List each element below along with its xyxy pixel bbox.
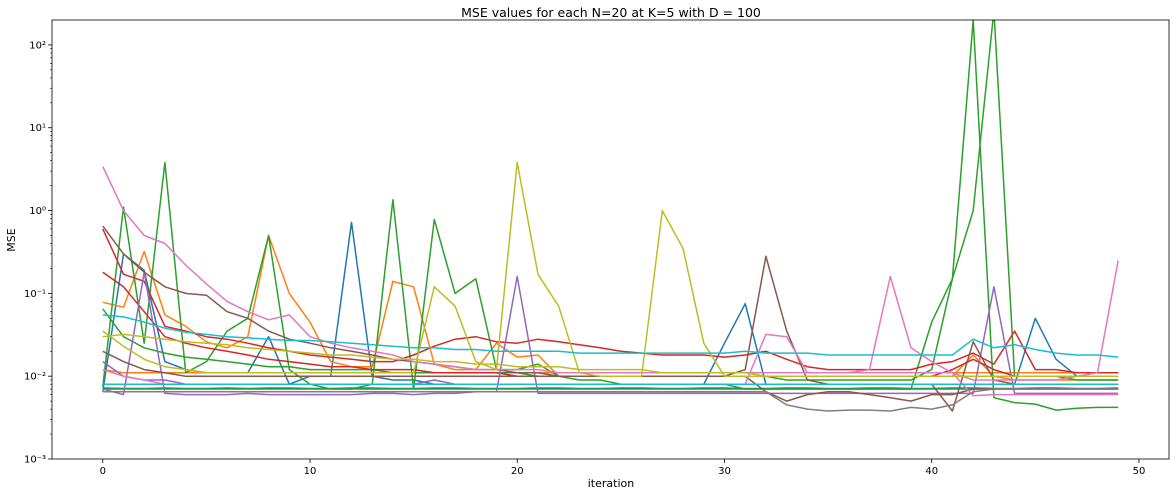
x-tick-label: 20	[511, 466, 524, 477]
plot-frame	[51, 19, 1170, 460]
x-axis: 0 10 20 30 40 50	[100, 459, 1146, 477]
x-tick-label: 50	[1133, 466, 1146, 477]
series-line-5	[102, 161, 1119, 390]
series-line-7	[102, 20, 1119, 390]
series-line-6	[102, 20, 1119, 411]
series-group	[102, 20, 1119, 412]
x-tick-label: 0	[100, 466, 106, 477]
y-tick-label: 10⁰	[29, 206, 46, 217]
chart-title: MSE values for each N=20 at K=5 with D =…	[461, 5, 761, 20]
series-line-18	[102, 333, 1119, 377]
series-line-8	[102, 228, 1119, 374]
x-axis-label: iteration	[588, 477, 634, 490]
series-line-12	[102, 225, 1119, 412]
y-tick-label: 10⁻¹	[24, 289, 46, 300]
x-tick-label: 10	[304, 466, 317, 477]
x-tick-label: 30	[718, 466, 731, 477]
y-tick-label: 10¹	[29, 123, 46, 134]
y-axis: 10⁻³ 10⁻² 10⁻¹ 10⁰ 10¹ 10²	[24, 40, 52, 466]
y-tick-label: 10⁻³	[24, 455, 46, 466]
series-line-16	[102, 388, 1119, 412]
y-axis-label: MSE	[5, 228, 18, 251]
x-tick-label: 40	[925, 466, 938, 477]
y-tick-label: 10⁻²	[24, 372, 46, 383]
series-line-10	[102, 271, 1119, 396]
y-tick-label: 10²	[29, 40, 46, 51]
series-line-3	[102, 234, 1119, 381]
series-line-14	[102, 166, 1119, 381]
series-line-19	[102, 314, 1119, 358]
